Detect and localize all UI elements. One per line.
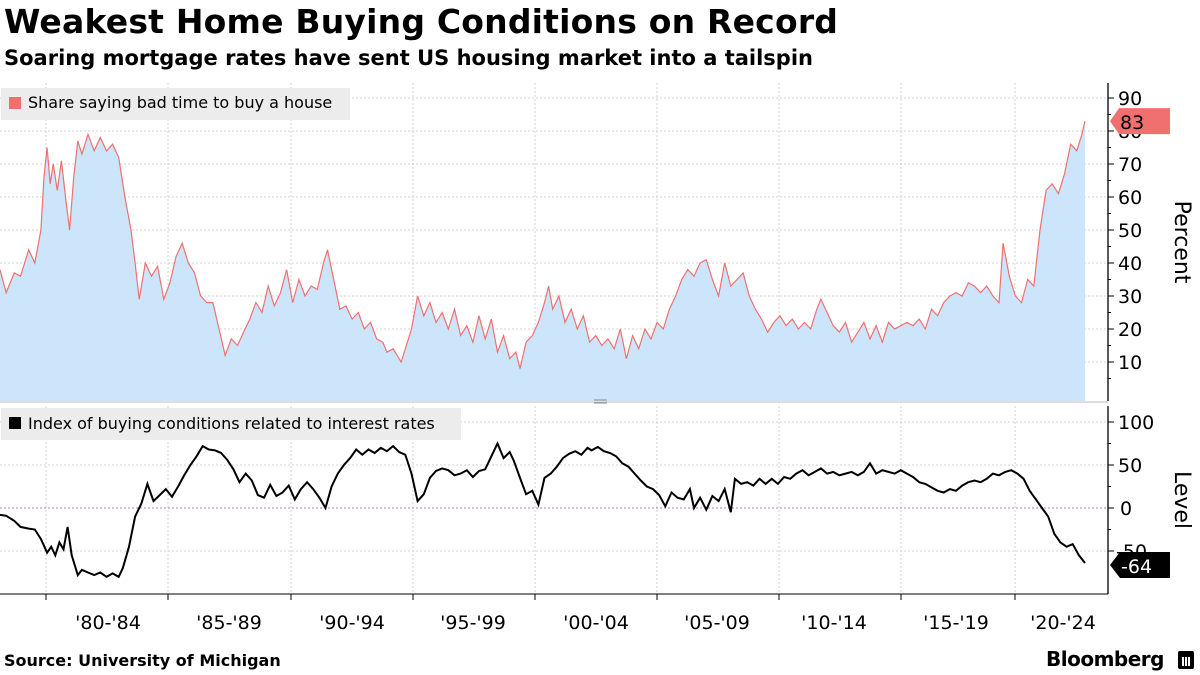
top-legend-swatch	[9, 97, 21, 109]
top-last-value-label: 83	[1120, 112, 1144, 134]
top-y-ticks: 102030405060709080	[1108, 88, 1142, 379]
top-legend-box	[1, 88, 350, 120]
bloomberg-chart-icon	[1178, 651, 1194, 669]
brand-logo: Bloomberg	[1046, 647, 1164, 671]
bottom-y-tick-label: 0	[1120, 498, 1132, 520]
x-tick-label: '10-'14	[801, 612, 867, 634]
bottom-vertical-gridlines	[45, 406, 1016, 594]
bottom-gridlines	[0, 421, 1108, 552]
top-legend: Share saying bad time to buy a house	[1, 88, 350, 120]
top-last-value-marker	[1110, 108, 1170, 135]
bottom-legend-label: Index of buying conditions related to in…	[28, 414, 435, 433]
x-tick-label: '80-'84	[75, 612, 141, 634]
bottom-legend-box	[1, 408, 461, 440]
bottom-legend: Index of buying conditions related to in…	[1, 408, 461, 440]
x-tick-label: '95-'99	[440, 612, 506, 634]
x-tick-label: '85-'89	[196, 612, 262, 634]
source-note: Source: University of Michigan	[4, 651, 281, 670]
top-y-tick-label: 40	[1118, 253, 1142, 275]
bottom-last-value-label: -64	[1121, 556, 1152, 578]
top-legend-label: Share saying bad time to buy a house	[28, 93, 332, 112]
top-last-value-tag: 83	[1110, 108, 1170, 135]
bottom-legend-swatch	[9, 417, 21, 429]
bottom-panel: -50050100 Index of buying conditions rel…	[0, 406, 1194, 594]
x-tick-label: '20-'24	[1030, 612, 1096, 634]
top-y-tick-label: 30	[1118, 286, 1142, 308]
bottom-y-tick-label: 100	[1118, 412, 1154, 434]
top-y-tick-label: 60	[1118, 187, 1142, 209]
series-area-fill	[0, 121, 1085, 401]
top-y-tick-label: 10	[1118, 352, 1142, 374]
x-tick-label: '90-'94	[319, 612, 385, 634]
x-tick-label: '00-'04	[563, 612, 629, 634]
x-tick-label: '15-'19	[923, 612, 989, 634]
chart-title: Weakest Home Buying Conditions on Record	[4, 2, 839, 41]
bottom-y-ticks: -50050100	[1108, 412, 1154, 563]
top-panel: 102030405060709080 Share saying bad time…	[0, 83, 1194, 401]
series-line-bad-time	[0, 120, 1086, 369]
bottom-y-tick-label: 50	[1118, 455, 1142, 477]
top-y-tick-label: 20	[1118, 319, 1142, 341]
x-tick-label: '05-'09	[684, 612, 750, 634]
series-line-index	[0, 441, 1086, 579]
x-axis-ticks: '80-'84 '85-'89 '90-'94 '95-'99 '00-'04 '05-'…	[45, 594, 1096, 634]
top-y-tick-label: 70	[1118, 154, 1142, 176]
bottom-last-value-marker	[1110, 552, 1170, 578]
top-y-tick-label: 50	[1118, 220, 1142, 242]
bottom-y-axis-title: Level	[1169, 471, 1194, 529]
top-y-axis-title: Percent	[1169, 201, 1194, 284]
bottom-last-value-tag: -64	[1110, 552, 1170, 578]
top-y-tick-label: 90	[1118, 88, 1142, 110]
chart-subtitle: Soaring mortgage rates have sent US hous…	[4, 46, 813, 70]
